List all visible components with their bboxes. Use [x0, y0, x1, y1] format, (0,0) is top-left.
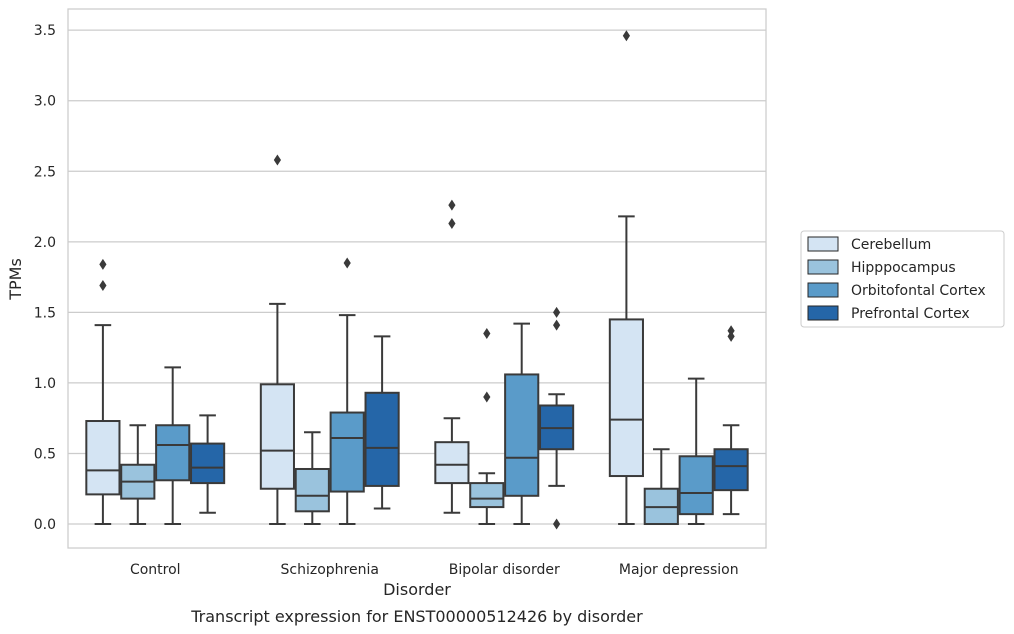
x-tick-label: Major depression	[619, 562, 739, 578]
legend-label: Cerebellum	[851, 237, 931, 253]
box-iqr	[190, 442, 226, 485]
box-iqr	[678, 455, 714, 516]
box-iqr	[469, 482, 505, 509]
box-iqr	[85, 420, 121, 496]
legend-swatch	[807, 282, 839, 298]
box-3-3	[713, 325, 749, 516]
outlier-point	[553, 306, 561, 318]
x-axis-label: Disorder	[383, 580, 451, 599]
outlier-point	[727, 325, 735, 337]
box-2-1	[329, 257, 365, 526]
outlier-point	[553, 518, 561, 530]
box-0-3	[608, 30, 644, 526]
y-tick-label: 0.5	[34, 446, 56, 462]
y-tick-label: 3.0	[34, 94, 56, 110]
outlier-point	[483, 391, 491, 403]
box-1-1	[294, 431, 330, 526]
box-3-2	[539, 306, 575, 530]
box-3-0	[190, 414, 226, 514]
box-iqr	[294, 467, 330, 513]
outlier-point	[448, 199, 456, 211]
box-2-3	[678, 377, 714, 526]
y-tick-label: 0.0	[34, 517, 56, 533]
y-axis-label: TPMs	[6, 258, 25, 301]
outlier-point	[343, 257, 351, 269]
outlier-point	[483, 328, 491, 340]
box-iqr	[364, 391, 400, 487]
legend-swatch	[807, 305, 839, 321]
box-1-3	[643, 448, 679, 526]
box-iqr	[713, 448, 749, 492]
outlier-point	[99, 280, 107, 292]
box-0-1	[259, 154, 295, 526]
legend-label: Hipppocampus	[851, 260, 956, 276]
y-tick-label: 2.5	[34, 164, 56, 180]
box-1-0	[120, 424, 156, 526]
y-tick-label: 1.5	[34, 305, 56, 321]
x-tick-label: Schizophrenia	[281, 562, 379, 578]
legend-label: Prefrontal Cortex	[851, 306, 970, 322]
plot-frame	[67, 8, 767, 549]
legend: Cerebellum Hipppocampus Orbitofontal Corte…	[800, 230, 1005, 328]
boxes	[85, 30, 749, 530]
outlier-point	[99, 258, 107, 270]
legend-label: Orbitofontal Cortex	[851, 283, 986, 299]
box-3-1	[364, 335, 400, 510]
outlier-point	[622, 30, 630, 42]
box-iqr	[155, 424, 191, 482]
x-tick-label: Control	[130, 562, 181, 578]
outlier-point	[553, 319, 561, 331]
y-tick-label: 1.0	[34, 376, 56, 392]
x-tick-label: Bipolar disorder	[449, 562, 560, 578]
y-tick-label: 2.0	[34, 235, 56, 251]
box-iqr	[504, 373, 540, 497]
legend-swatch	[807, 236, 839, 252]
box-iqr	[259, 383, 295, 490]
legend-swatch	[807, 259, 839, 275]
box-0-0	[85, 258, 121, 526]
outlier-point	[273, 154, 281, 166]
y-axis: 0.0 0.5 1.0 1.5 2.0 2.5 3.0 3.5	[34, 23, 56, 533]
box-2-2	[504, 322, 540, 526]
box-1-2	[469, 328, 505, 526]
chart-caption: Transcript expression for ENST0000051242…	[190, 607, 643, 626]
box-2-0	[155, 366, 191, 526]
x-axis: Control Schizophrenia Bipolar disorder Majo…	[130, 562, 739, 578]
y-tick-label: 3.5	[34, 23, 56, 39]
box-iqr	[434, 441, 470, 485]
legend-frame	[800, 230, 1005, 328]
box-iqr	[608, 318, 644, 478]
box-iqr	[329, 411, 365, 493]
outlier-point	[448, 217, 456, 229]
outlier-point	[727, 330, 735, 342]
box-0-2	[434, 199, 470, 514]
